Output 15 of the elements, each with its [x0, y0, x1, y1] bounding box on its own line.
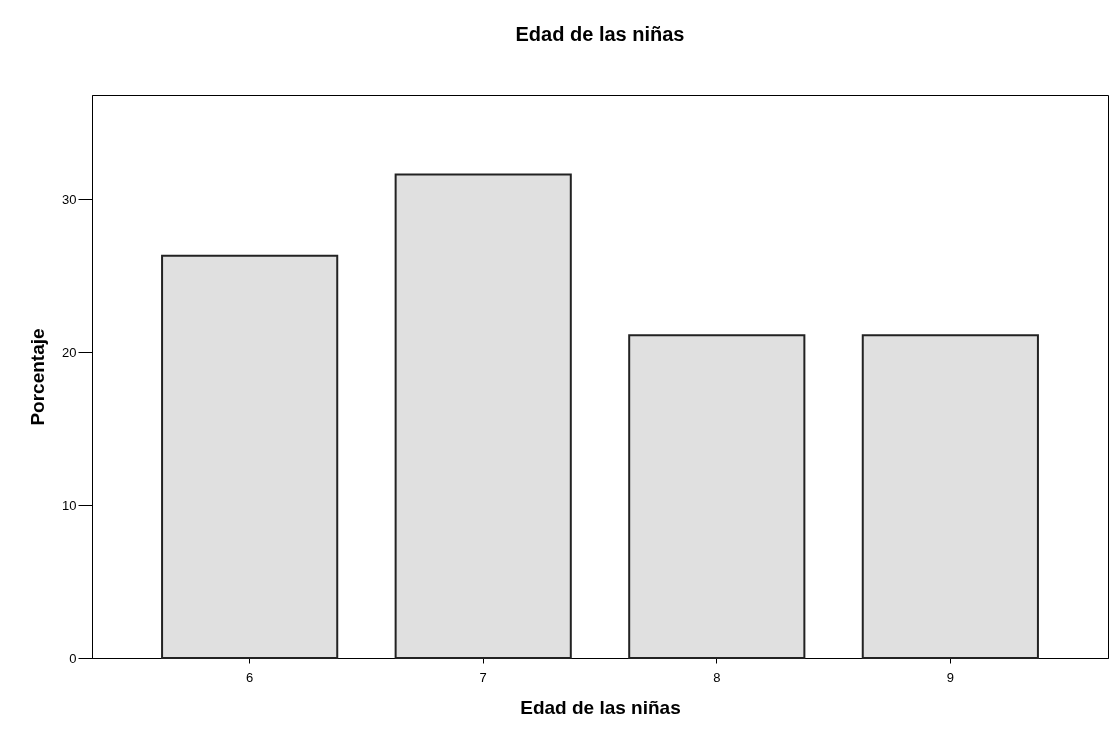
y-tick-label: 10	[62, 497, 77, 513]
bar	[861, 334, 1039, 659]
y-tick-label: 30	[62, 191, 77, 207]
bar	[394, 173, 572, 659]
y-axis-title: Porcentaje	[27, 328, 49, 426]
bar	[161, 254, 339, 659]
y-tick-label: 0	[69, 650, 77, 666]
bar	[628, 334, 806, 659]
y-tick-label: 20	[62, 344, 77, 360]
chart-title: Edad de las niñas	[515, 23, 685, 45]
x-tick-label: 7	[479, 669, 487, 685]
x-tick-label: 6	[246, 669, 254, 685]
x-axis-title: Edad de las niñas	[520, 696, 681, 718]
x-tick-label: 9	[946, 669, 954, 685]
x-tick-label: 8	[713, 669, 721, 685]
